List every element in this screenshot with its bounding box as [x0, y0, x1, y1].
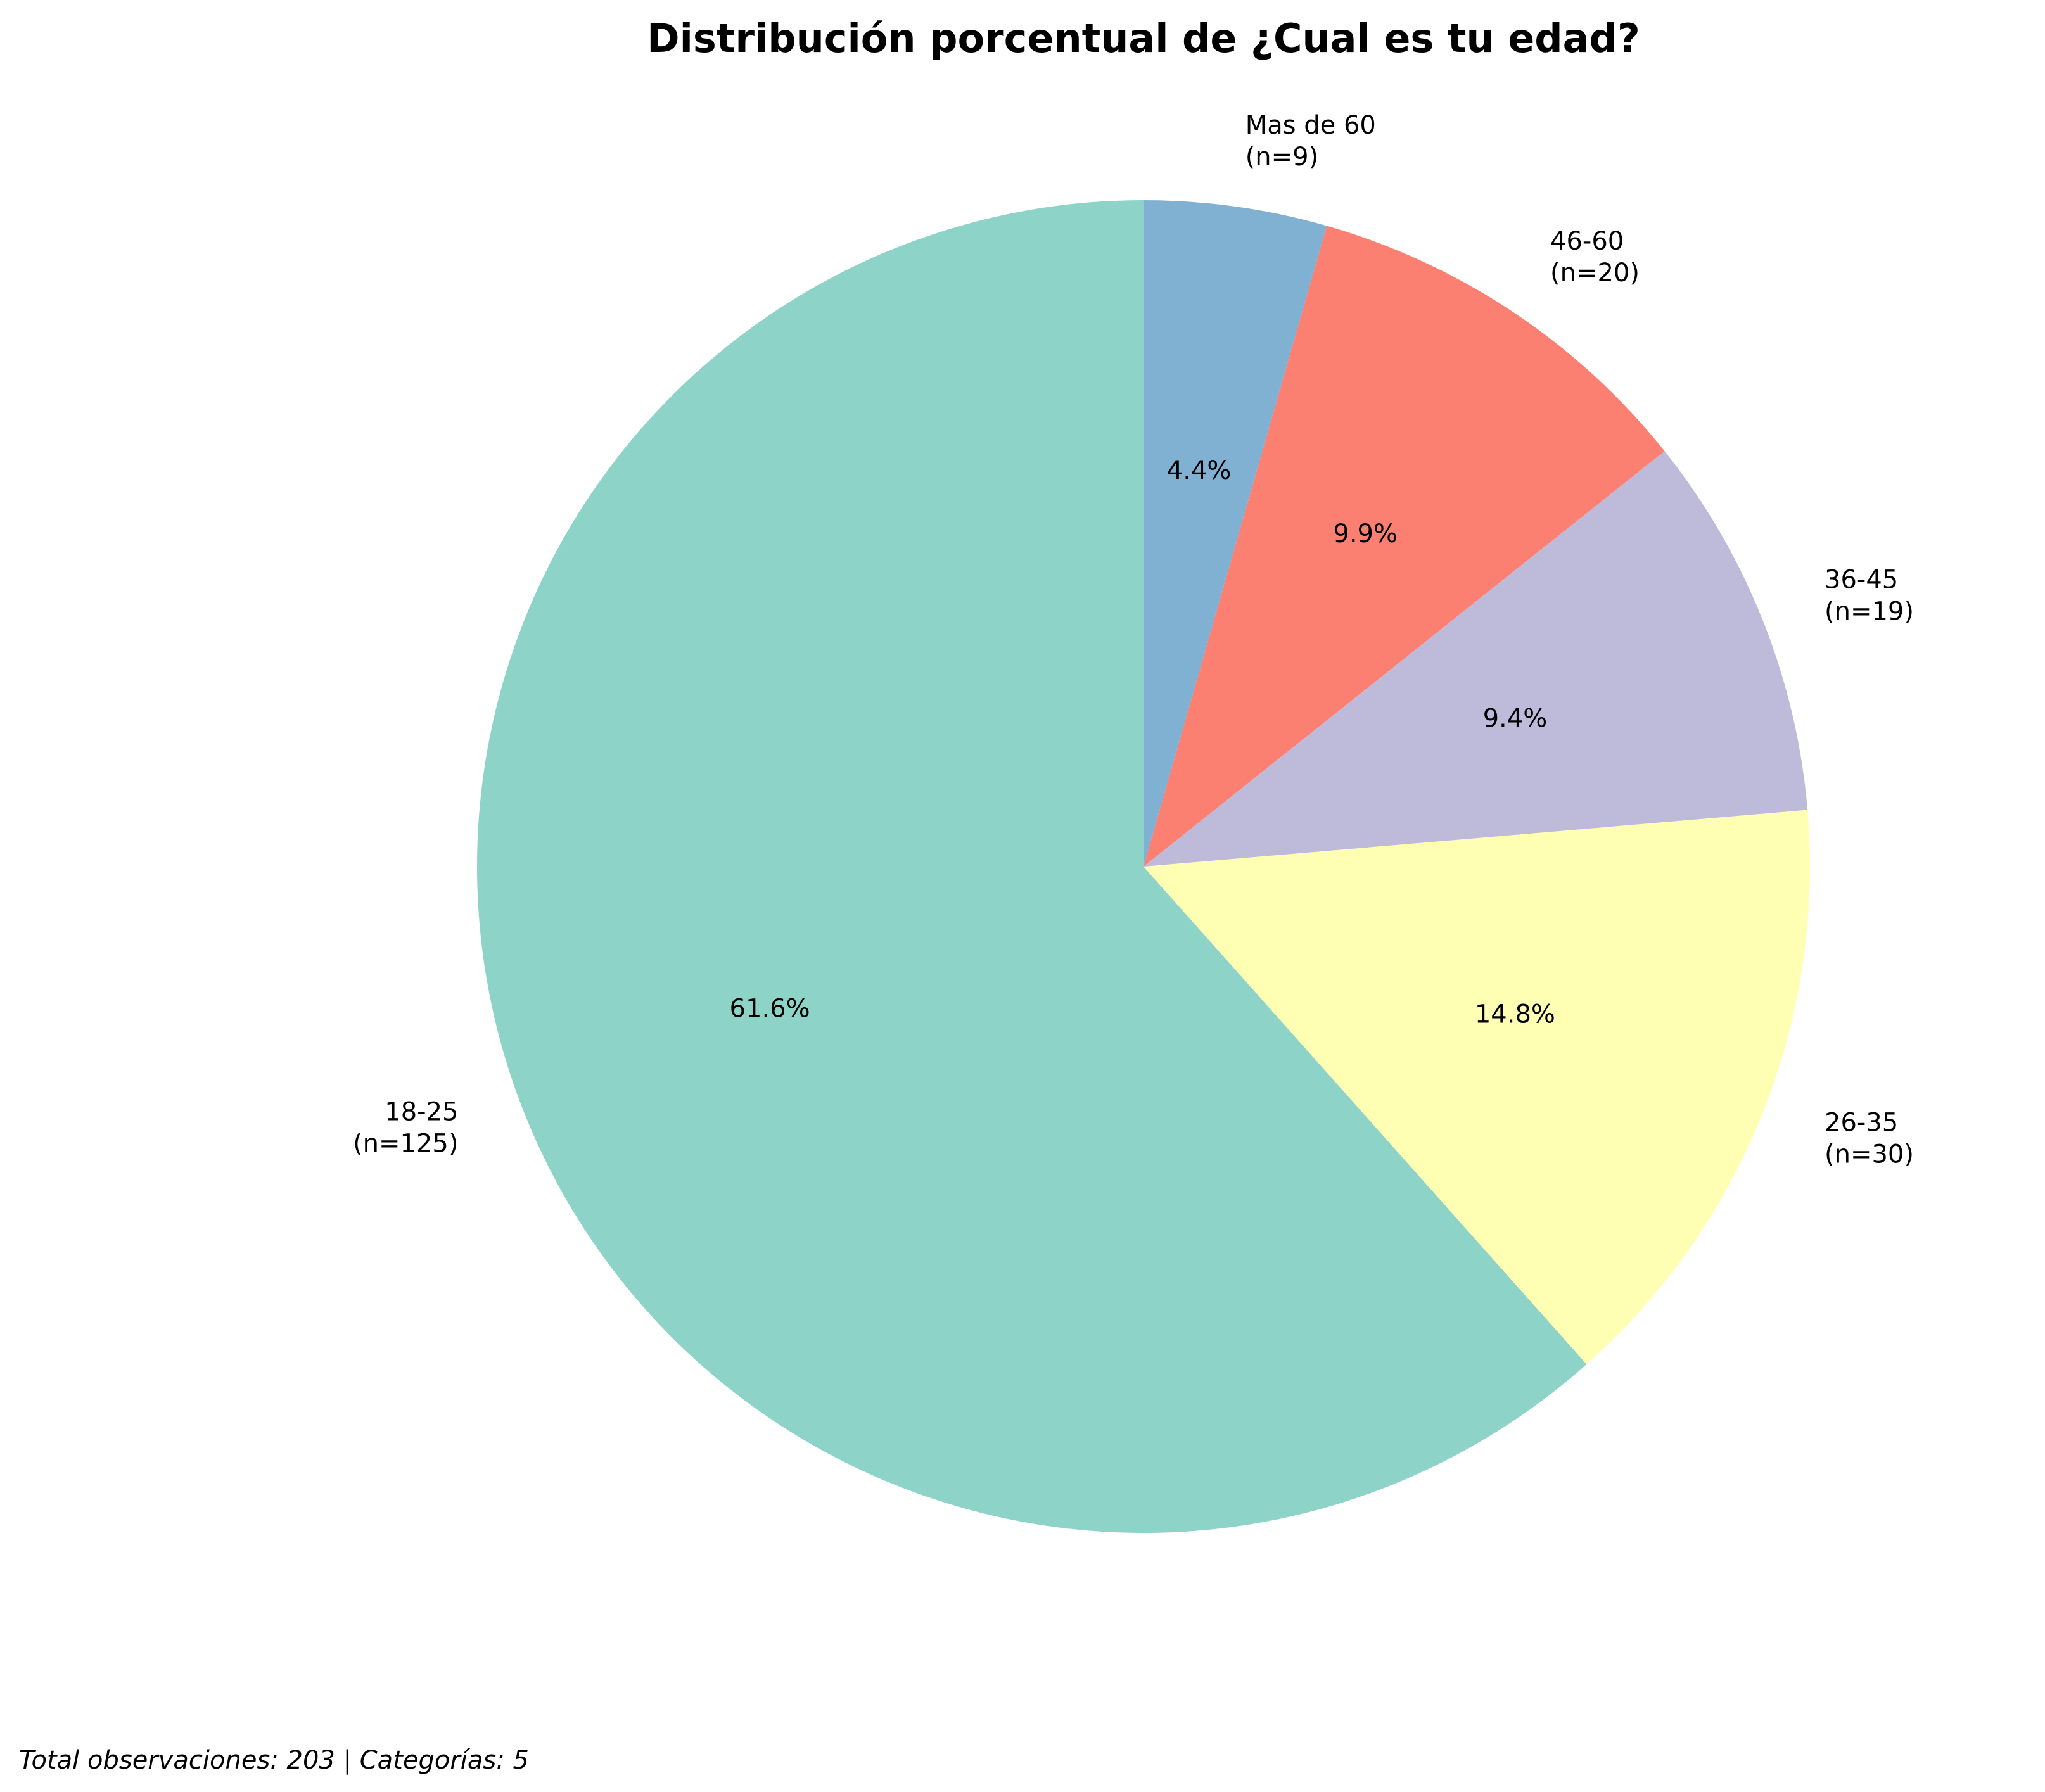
category-count: (n=125): [353, 1129, 458, 1159]
category-label: 26-35 (n=30): [1825, 1108, 1914, 1169]
category-count: (n=20): [1550, 258, 1640, 288]
pie-slice-26-35: [1144, 810, 1810, 1364]
category-label: 36-45 (n=19): [1825, 566, 1914, 626]
category-name: 26-35: [1825, 1108, 1898, 1137]
pie-slices: [477, 200, 1810, 1534]
category-count: (n=9): [1245, 143, 1319, 172]
percent-label: 4.4%: [1167, 456, 1232, 485]
category-label: 46-60 (n=20): [1550, 227, 1640, 288]
category-count: (n=30): [1825, 1140, 1914, 1169]
category-label: Mas de 60 (n=9): [1245, 111, 1376, 172]
pie-slice-36-45: [1144, 451, 1808, 867]
percent-label: 61.6%: [730, 994, 810, 1024]
percent-label: 9.9%: [1333, 519, 1398, 549]
pie-slice-18-25: [477, 200, 1587, 1534]
category-name: 18-25: [385, 1098, 458, 1127]
category-labels: 18-25 (n=125)26-35 (n=30)36-45 (n=19)46-60(…: [353, 111, 1914, 1169]
category-count: (n=19): [1825, 597, 1914, 626]
chart-title: Distribución porcentual de ¿Cual es tu e…: [647, 15, 1640, 61]
category-name: 46-60: [1550, 227, 1624, 256]
percent-label: 9.4%: [1483, 704, 1548, 733]
category-name: Mas de 60: [1245, 111, 1376, 140]
category-name: 36-45: [1825, 566, 1898, 595]
category-label: 18-25 (n=125): [353, 1098, 458, 1159]
percent-labels: 61.6% 14.8% 9.4% 9.9% 4.4%: [730, 456, 1555, 1029]
pie-slice-mas-de-60: [1144, 200, 1327, 867]
footnote: Total observaciones: 203 | Categorías: 5: [19, 1746, 529, 1775]
pie-slice-46-60: [1144, 226, 1665, 867]
percent-label: 14.8%: [1475, 1000, 1555, 1029]
